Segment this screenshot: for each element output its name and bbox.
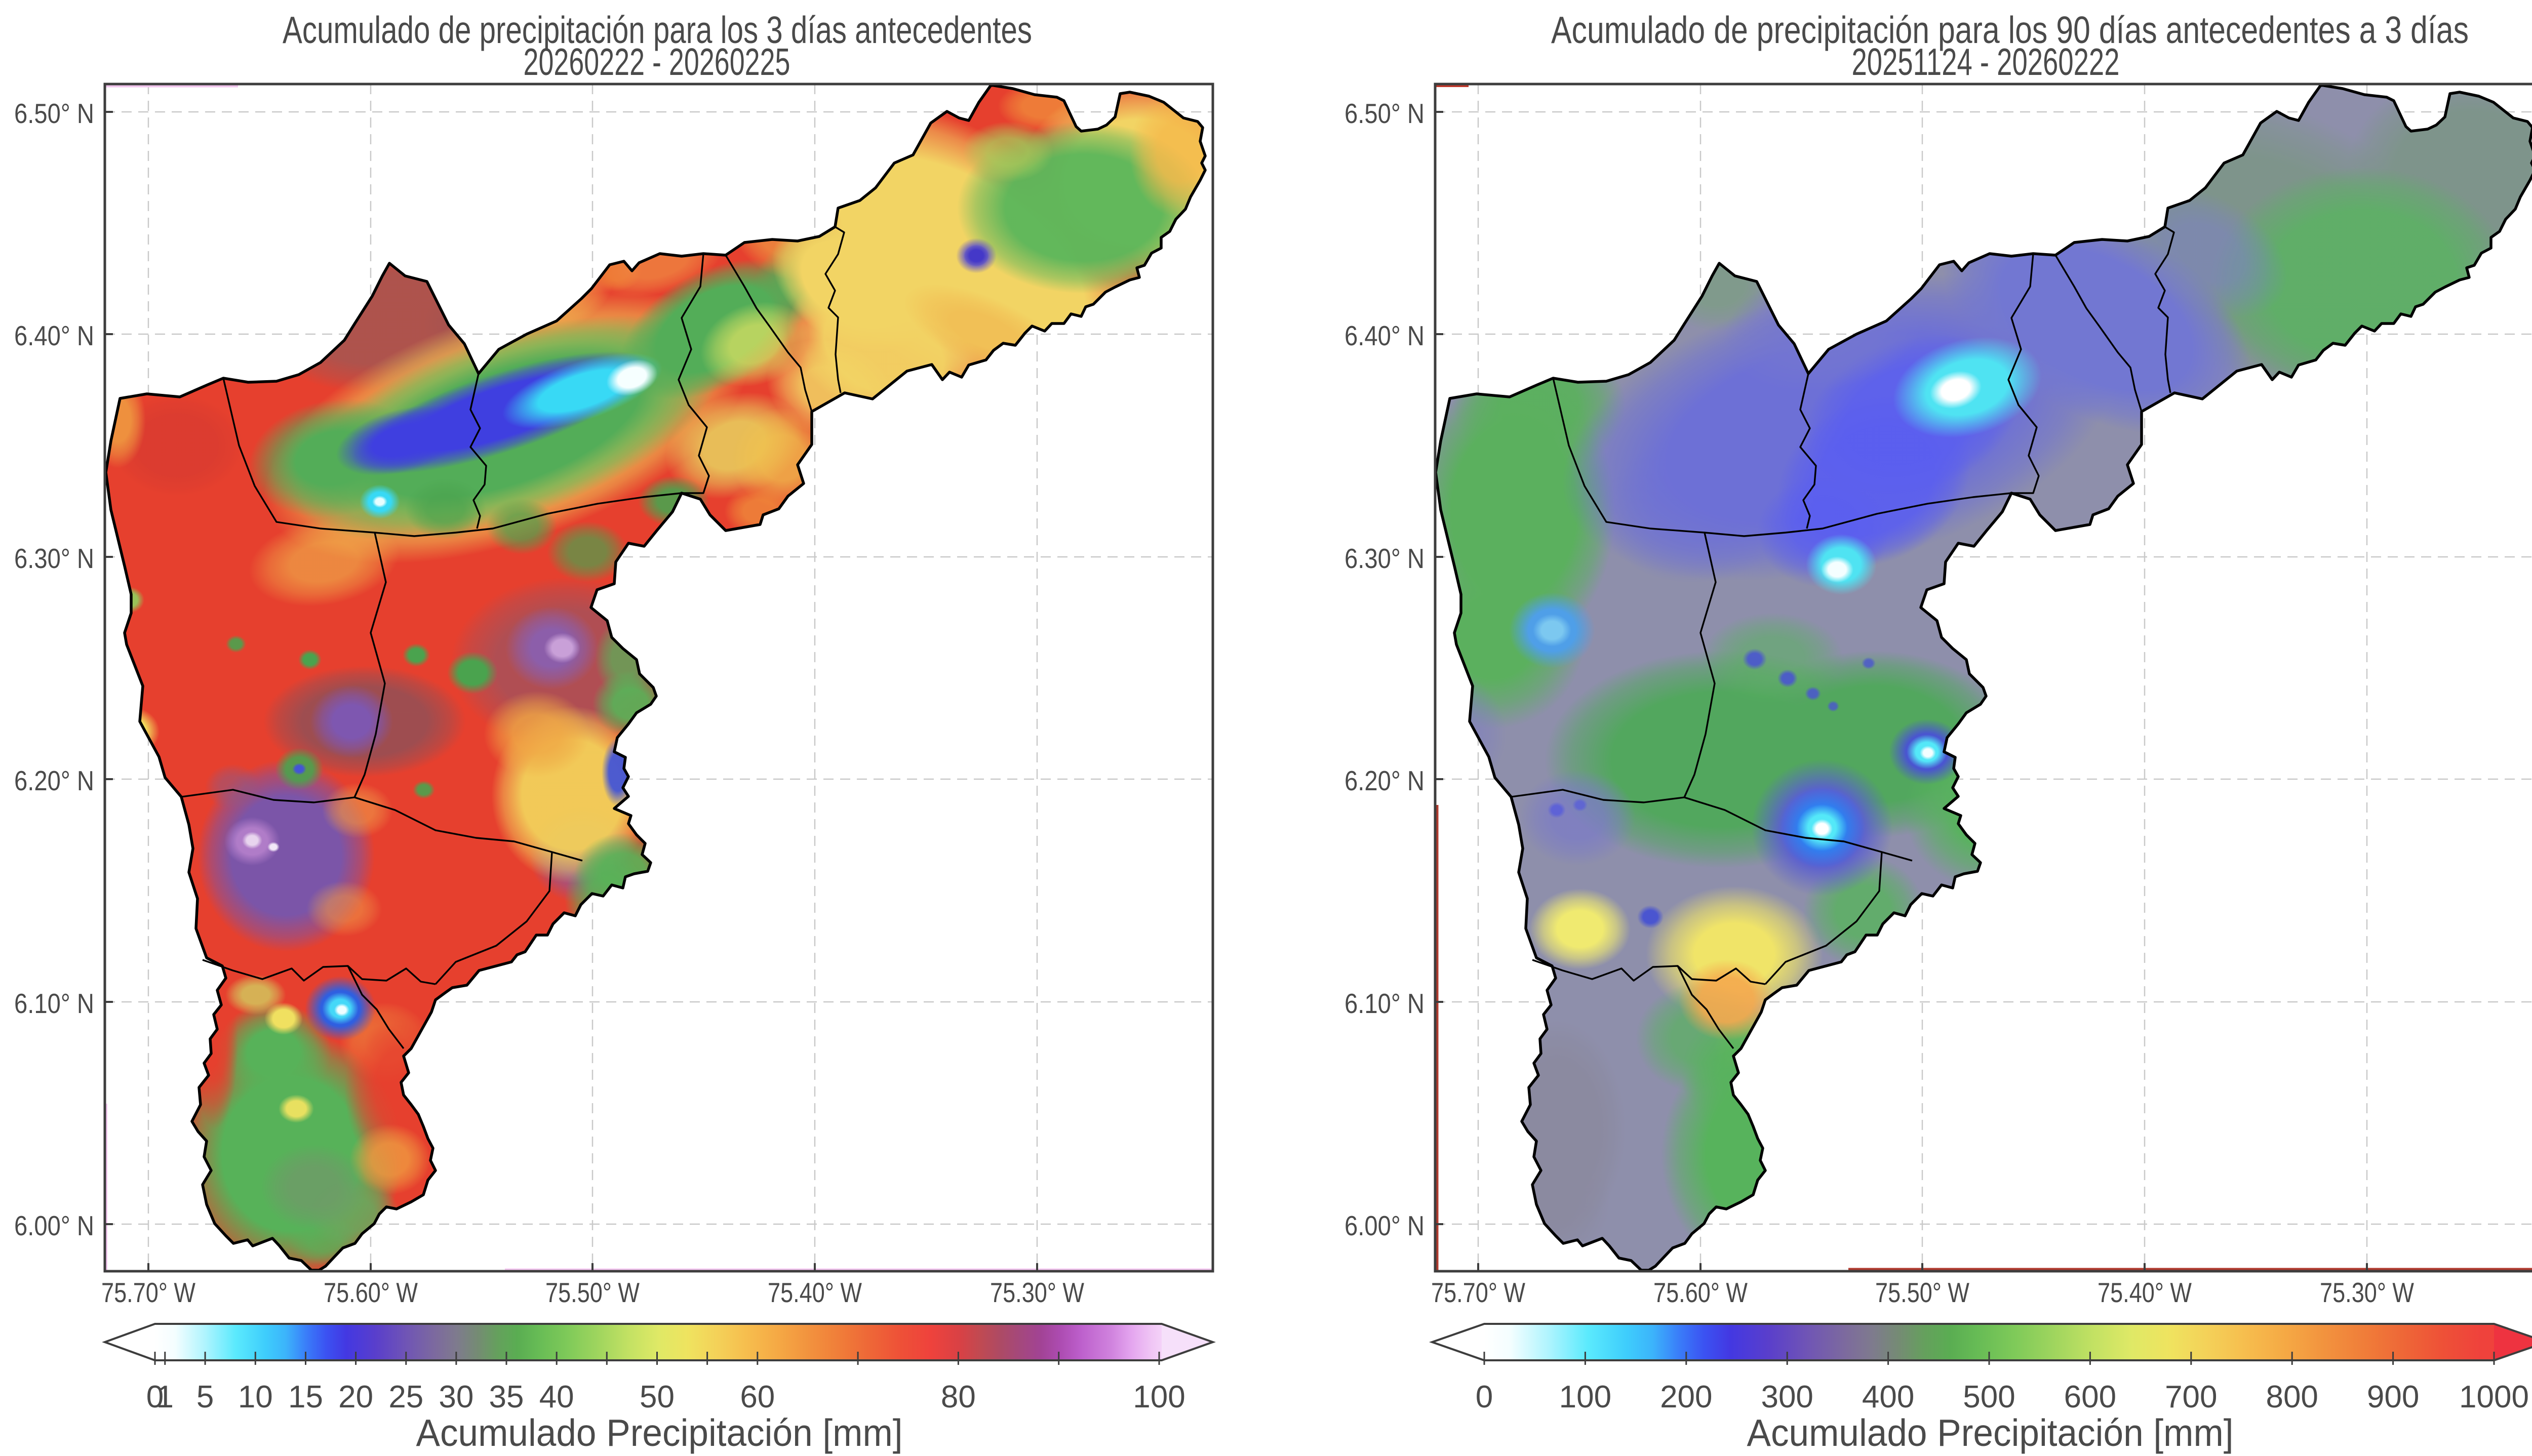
svg-text:20260222 - 20260225: 20260222 - 20260225	[524, 41, 790, 83]
svg-text:10: 10	[238, 1380, 273, 1414]
svg-text:900: 900	[2367, 1380, 2419, 1414]
svg-text:6.20° N: 6.20° N	[14, 765, 94, 796]
svg-text:100: 100	[1559, 1380, 1611, 1414]
svg-text:25: 25	[388, 1380, 423, 1414]
svg-text:6.10° N: 6.10° N	[1344, 988, 1425, 1019]
svg-text:60: 60	[740, 1380, 775, 1414]
svg-text:Acumulado de precipitación par: Acumulado de precipitación para los 90 d…	[1551, 9, 2469, 51]
svg-text:500: 500	[1963, 1380, 2015, 1414]
svg-text:Acumulado de precipitación par: Acumulado de precipitación para los 3 dí…	[283, 9, 1032, 51]
svg-text:6.20° N: 6.20° N	[1344, 765, 1425, 796]
svg-text:80: 80	[941, 1380, 976, 1414]
svg-text:6.00° N: 6.00° N	[14, 1210, 94, 1241]
svg-text:6.10° N: 6.10° N	[14, 988, 94, 1019]
svg-text:700: 700	[2165, 1380, 2217, 1414]
svg-text:75.70° W: 75.70° W	[1431, 1277, 1525, 1308]
svg-text:100: 100	[1133, 1380, 1185, 1414]
svg-text:800: 800	[2266, 1380, 2318, 1414]
svg-text:75.30° W: 75.30° W	[2320, 1277, 2414, 1308]
svg-text:15: 15	[288, 1380, 323, 1414]
svg-text:50: 50	[640, 1380, 675, 1414]
svg-text:75.60° W: 75.60° W	[324, 1277, 418, 1308]
svg-text:75.60° W: 75.60° W	[1653, 1277, 1748, 1308]
svg-text:6.40° N: 6.40° N	[14, 320, 94, 351]
svg-text:75.40° W: 75.40° W	[768, 1277, 862, 1308]
svg-text:200: 200	[1660, 1380, 1712, 1414]
svg-text:Acumulado Precipitación [mm]: Acumulado Precipitación [mm]	[1747, 1411, 2234, 1454]
svg-text:Acumulado Precipitación [mm]: Acumulado Precipitación [mm]	[416, 1411, 903, 1454]
svg-text:6.50° N: 6.50° N	[1344, 98, 1425, 129]
svg-text:0: 0	[146, 1380, 164, 1414]
svg-text:75.70° W: 75.70° W	[101, 1277, 195, 1308]
svg-text:30: 30	[439, 1380, 473, 1414]
svg-text:600: 600	[2064, 1380, 2116, 1414]
svg-text:5: 5	[196, 1380, 214, 1414]
svg-text:0: 0	[1476, 1380, 1493, 1414]
svg-text:1: 1	[156, 1380, 174, 1414]
svg-text:75.50° W: 75.50° W	[545, 1277, 640, 1308]
svg-text:75.50° W: 75.50° W	[1875, 1277, 1969, 1308]
svg-text:35: 35	[489, 1380, 524, 1414]
svg-text:75.40° W: 75.40° W	[2098, 1277, 2192, 1308]
svg-text:6.00° N: 6.00° N	[1344, 1210, 1425, 1241]
svg-text:400: 400	[1862, 1380, 1914, 1414]
svg-text:75.30° W: 75.30° W	[990, 1277, 1084, 1308]
svg-text:6.50° N: 6.50° N	[14, 98, 94, 129]
svg-text:6.40° N: 6.40° N	[1344, 320, 1425, 351]
svg-text:40: 40	[539, 1380, 574, 1414]
svg-text:300: 300	[1761, 1380, 1813, 1414]
svg-text:20: 20	[338, 1380, 373, 1414]
svg-text:1000: 1000	[2459, 1380, 2529, 1414]
svg-text:6.30° N: 6.30° N	[14, 543, 94, 574]
svg-text:20251124 - 20260222: 20251124 - 20260222	[1852, 41, 2120, 83]
svg-text:6.30° N: 6.30° N	[1344, 543, 1425, 574]
